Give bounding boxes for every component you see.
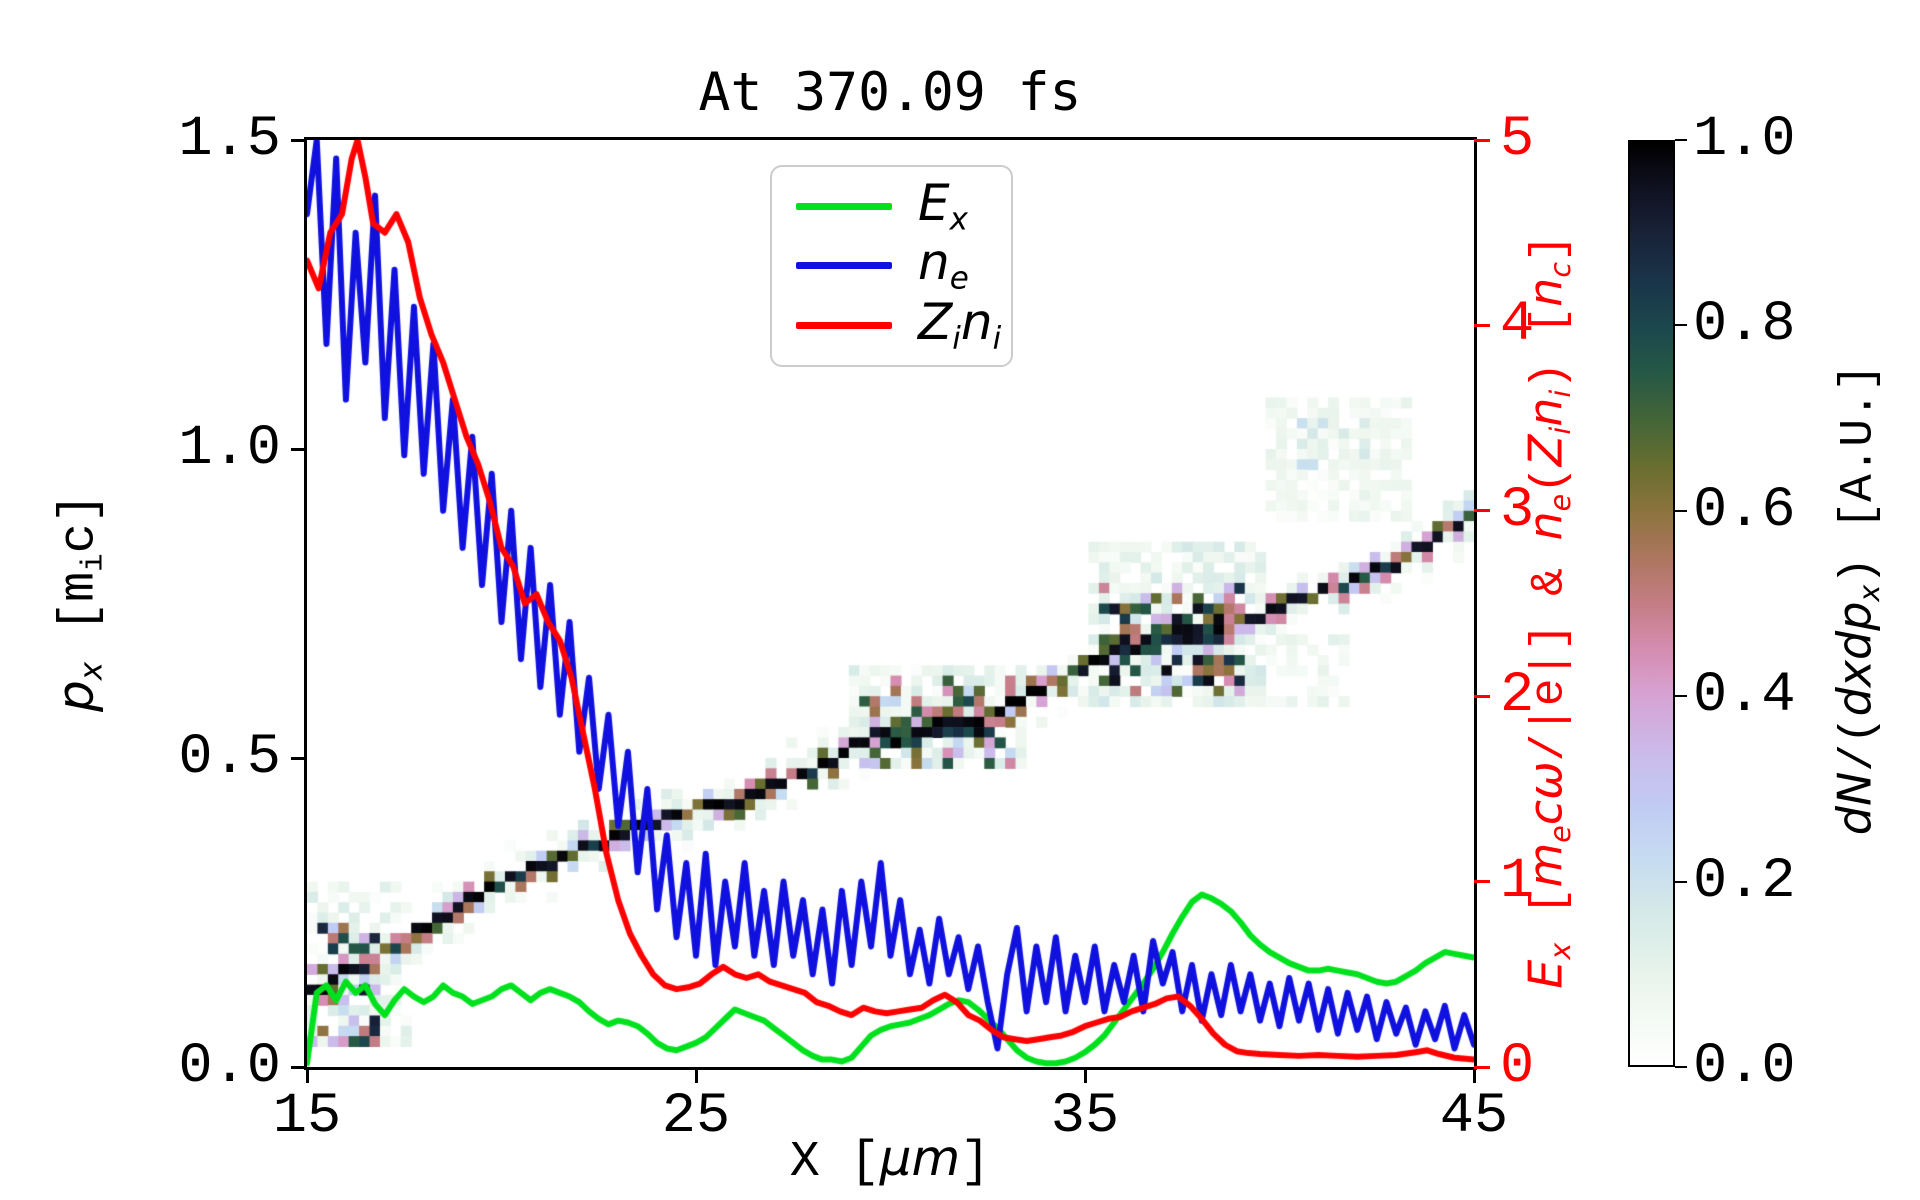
tick-label: 0.2 <box>1693 849 1796 914</box>
legend-line-swatch <box>796 262 892 270</box>
tick-label: 45 <box>1439 1085 1509 1149</box>
legend-label: Zini <box>918 297 1001 354</box>
tick-mark <box>291 138 307 142</box>
label-segment: ] <box>1523 234 1576 262</box>
plot-title: At 370.09 fs <box>698 62 1082 123</box>
label-segment: i <box>952 319 961 356</box>
tick-label: 1.0 <box>178 417 281 481</box>
tick-label: 3 <box>1500 478 1535 543</box>
label-segment: cω <box>1518 761 1573 826</box>
label-segment: n <box>918 233 950 292</box>
tick-mark <box>1675 880 1687 883</box>
legend-line-swatch <box>796 321 892 329</box>
colorbar <box>1628 140 1675 1067</box>
tick-label: 25 <box>661 1085 731 1149</box>
tick-label: 4 <box>1500 293 1535 358</box>
label-segment: μm <box>879 1129 961 1187</box>
tick-mark <box>291 447 307 451</box>
legend-entry-Z_i n_i: Zini <box>796 297 1011 354</box>
label-segment: X [ <box>789 1134 880 1191</box>
tick-label: 5 <box>1500 108 1535 172</box>
label-segment: x <box>949 201 968 238</box>
legend-entry-n_e: ne <box>796 237 1011 294</box>
label-segment: /|e|] & <box>1523 540 1576 762</box>
label-segment: p <box>46 680 105 713</box>
label-segment: i <box>1544 426 1578 435</box>
label-segment: i <box>1544 389 1578 398</box>
tick-mark <box>1474 323 1490 327</box>
legend-line-swatch <box>796 203 892 211</box>
label-segment: [m <box>51 571 109 662</box>
tick-mark <box>1083 1067 1087 1083</box>
label-segment: i <box>76 553 112 572</box>
tick-mark <box>1474 694 1490 698</box>
label-segment: c <box>1544 261 1578 278</box>
tick-label: 35 <box>1050 1085 1120 1149</box>
tick-label: 0.0 <box>178 1035 281 1099</box>
tick-mark <box>1474 880 1490 884</box>
label-segment: e <box>949 260 969 297</box>
tick-label: 0.4 <box>1693 664 1796 729</box>
label-segment: x <box>1853 584 1887 602</box>
label-segment: E <box>1518 959 1573 989</box>
tick-mark <box>291 756 307 760</box>
tick-label: 15 <box>272 1085 342 1149</box>
tick-mark <box>1675 324 1687 327</box>
tick-mark <box>1474 509 1490 513</box>
label-segment: n <box>960 292 993 351</box>
tick-mark <box>1675 139 1687 141</box>
label-segment: x <box>1544 942 1578 960</box>
label-segment: dN <box>1827 771 1882 836</box>
label-segment: E <box>918 174 950 233</box>
legend-entry-E_x: Ex <box>796 178 1011 235</box>
tick-mark <box>1474 138 1490 142</box>
legend-label: ne <box>918 237 969 294</box>
tick-label: 0.0 <box>1693 1035 1796 1099</box>
label-segment: ] <box>960 1134 991 1191</box>
label-segment: e <box>1544 825 1578 843</box>
label-segment: x <box>73 661 110 681</box>
label-segment: c] <box>51 493 109 554</box>
tick-mark <box>694 1067 698 1083</box>
label-segment: Z <box>918 292 953 351</box>
label-segment: i <box>992 319 1002 356</box>
x-axis-label: X [μm] <box>590 1133 1190 1188</box>
tick-mark <box>1675 695 1687 698</box>
y-right-axis-label: Ex [mecω/|e|] & ne(Zini) [nc] <box>1518 112 1578 1112</box>
colorbar-label: dN/(dxdpx) [A.U.] <box>1827 250 1887 950</box>
tick-mark <box>1675 1066 1687 1068</box>
tick-label: 1.5 <box>178 108 281 172</box>
tick-label: 0.5 <box>178 726 281 790</box>
y-left-axis-label: px [mic] <box>46 301 112 905</box>
tick-mark <box>1472 1067 1476 1083</box>
tick-label: 0.6 <box>1693 478 1796 543</box>
tick-label: 2 <box>1500 664 1535 729</box>
tick-label: 1 <box>1500 849 1535 914</box>
tick-label: 0.8 <box>1693 293 1796 358</box>
label-segment: n <box>1518 397 1573 427</box>
tick-label: 0 <box>1500 1035 1535 1099</box>
legend: Ex ne Zini <box>770 165 1013 367</box>
legend-label: Ex <box>918 178 968 235</box>
tick-mark <box>1474 1065 1490 1069</box>
plot-frame <box>304 137 1477 1070</box>
tick-mark <box>291 1065 307 1069</box>
tick-label: 1.0 <box>1693 108 1796 172</box>
label-segment: ) [A.U.] <box>1832 363 1885 585</box>
tick-mark <box>1675 509 1687 512</box>
tick-mark <box>305 1067 309 1083</box>
label-segment: Z <box>1518 434 1573 467</box>
